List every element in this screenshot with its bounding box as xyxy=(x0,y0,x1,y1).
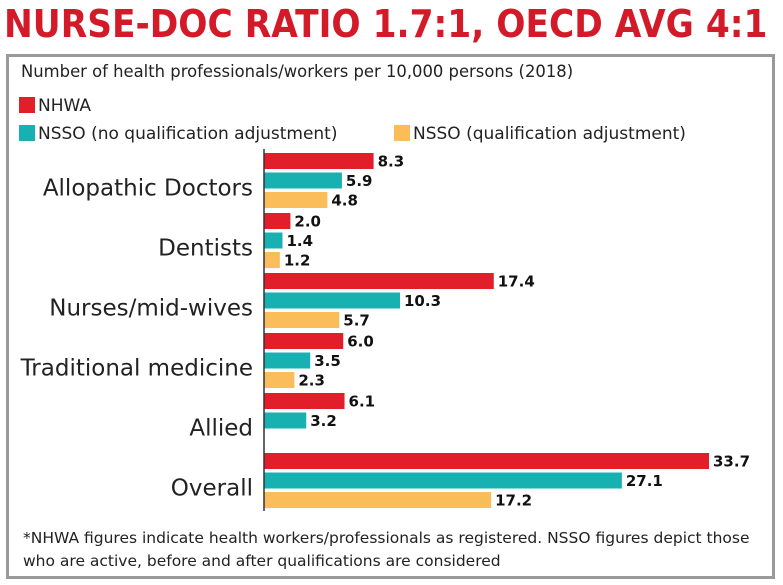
bar-nsso-adjustment-overall xyxy=(264,492,492,508)
category-label-dentists: Dentists xyxy=(158,236,253,262)
value-label-nhwa-dentists: 2.0 xyxy=(294,213,321,231)
bar-nsso-no-adjustment-allopathic-doctors xyxy=(264,172,342,189)
value-label-nhwa-allied: 6.1 xyxy=(349,393,376,411)
bar-chart: Allopathic Doctors8.35.94.8Dentists2.01.… xyxy=(20,149,750,511)
value-label-nsso-adjustment-nurses-mid-wives: 5.7 xyxy=(343,312,370,330)
value-label-nhwa-nurses-mid-wives: 17.4 xyxy=(498,273,535,291)
bar-nhwa-allied xyxy=(264,393,345,409)
value-label-nhwa-traditional-medicine: 6.0 xyxy=(347,333,374,351)
legend-swatch-nhwa xyxy=(19,97,35,113)
legend-item-nhwa: NHWA xyxy=(19,95,91,117)
value-label-nsso-adjustment-traditional-medicine: 2.3 xyxy=(298,372,325,390)
bar-nsso-adjustment-traditional-medicine xyxy=(264,372,295,388)
value-label-nhwa-allopathic-doctors: 8.3 xyxy=(378,153,405,171)
bar-nsso-no-adjustment-traditional-medicine xyxy=(264,352,311,369)
value-label-nsso-no-adjustment-nurses-mid-wives: 10.3 xyxy=(404,292,441,310)
bar-nsso-no-adjustment-allied xyxy=(264,412,307,429)
footnote: *NHWA figures indicate health workers/pr… xyxy=(23,529,750,570)
chart-panel: Number of health professionals/workers p… xyxy=(6,54,775,579)
bar-nsso-no-adjustment-overall xyxy=(264,472,622,489)
value-label-nsso-adjustment-dentists: 1.2 xyxy=(284,252,311,270)
bar-nhwa-dentists xyxy=(264,213,291,229)
bar-nsso-adjustment-allopathic-doctors xyxy=(264,192,328,208)
category-label-traditional-medicine: Traditional medicine xyxy=(20,356,253,382)
legend-item-nsso-no-adjustment: NSSO (no qualification adjustment) xyxy=(19,123,337,145)
bar-nhwa-overall xyxy=(264,453,709,469)
value-label-nsso-no-adjustment-traditional-medicine: 3.5 xyxy=(314,352,341,370)
value-label-nsso-no-adjustment-overall: 27.1 xyxy=(626,472,663,490)
legend-label-nhwa: NHWA xyxy=(38,96,92,116)
legend-label-nsso-adjustment: NSSO (qualification adjustment) xyxy=(413,124,686,144)
legend-swatch-nsso-adjustment xyxy=(394,125,410,141)
value-label-nsso-no-adjustment-allied: 3.2 xyxy=(310,412,337,430)
bar-nsso-adjustment-nurses-mid-wives xyxy=(264,312,340,328)
value-label-nhwa-overall: 33.7 xyxy=(713,453,750,471)
value-label-nsso-adjustment-allopathic-doctors: 4.8 xyxy=(331,192,358,210)
value-label-nsso-no-adjustment-dentists: 1.4 xyxy=(286,232,313,250)
category-label-allied: Allied xyxy=(189,416,253,442)
legend-label-nsso-no-adjustment: NSSO (no qualification adjustment) xyxy=(38,124,338,144)
chart-subtitle: Number of health professionals/workers p… xyxy=(21,62,574,82)
category-label-allopathic-doctors: Allopathic Doctors xyxy=(43,176,253,202)
chart-title: NURSE-DOC RATIO 1.7:1, OECD AVG 4:1 xyxy=(4,2,768,46)
value-label-nsso-adjustment-overall: 17.2 xyxy=(495,492,532,510)
bar-nhwa-nurses-mid-wives xyxy=(264,273,494,289)
bar-nhwa-allopathic-doctors xyxy=(264,153,374,169)
bar-nsso-no-adjustment-dentists xyxy=(264,232,283,249)
bar-nhwa-traditional-medicine xyxy=(264,333,344,349)
legend-item-nsso-adjustment: NSSO (qualification adjustment) xyxy=(394,123,686,145)
bar-nsso-adjustment-dentists xyxy=(264,252,280,268)
category-label-overall: Overall xyxy=(171,476,253,502)
value-label-nsso-no-adjustment-allopathic-doctors: 5.9 xyxy=(346,172,373,190)
category-label-nurses-mid-wives: Nurses/mid-wives xyxy=(49,296,253,322)
bar-nsso-no-adjustment-nurses-mid-wives xyxy=(264,292,401,309)
legend-swatch-nsso-no-adjustment xyxy=(19,125,35,141)
